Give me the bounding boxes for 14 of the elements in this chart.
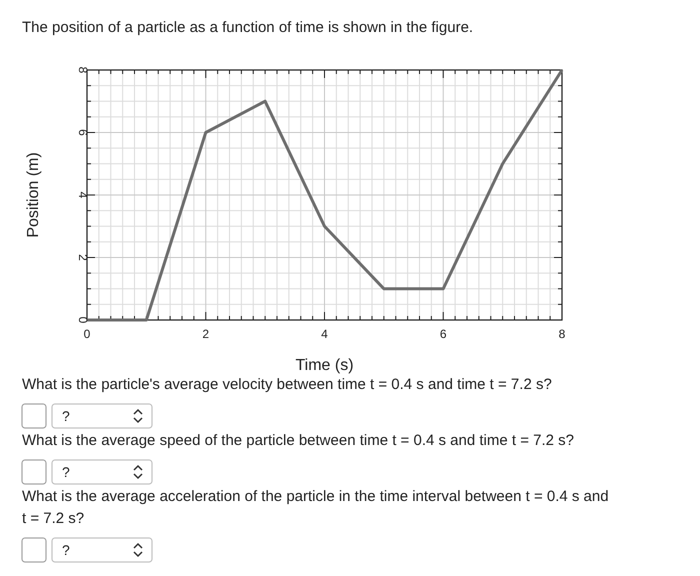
- x-tick-label: 2: [202, 327, 210, 341]
- y-axis-title: Position (m): [25, 152, 42, 238]
- x-tick-label: 4: [321, 327, 328, 341]
- chart-title: The position of a particle as a function of time is shown in the figure.: [22, 19, 474, 36]
- line-series: [86, 68, 564, 322]
- text: What is the average acceleration of the particle in the time interval between t = 0.4 s and t = 7.2 s?: [22, 488, 609, 527]
- x-tick-label: 8: [558, 327, 566, 341]
- dropdown: ?: [52, 404, 152, 428]
- dropdown: ?: [52, 460, 152, 484]
- text: What is the average speed of the particle between time t = 0.4 s and time t = 7.2 s?: [22, 432, 574, 449]
- dropdown: ?: [52, 538, 152, 562]
- text: What is the particle's average velocity between time t = 0.4 s and time t = 7.2 s?: [22, 376, 552, 393]
- x-axis-title: Time (s): [295, 357, 354, 374]
- x-tick-label: 6: [440, 327, 447, 341]
